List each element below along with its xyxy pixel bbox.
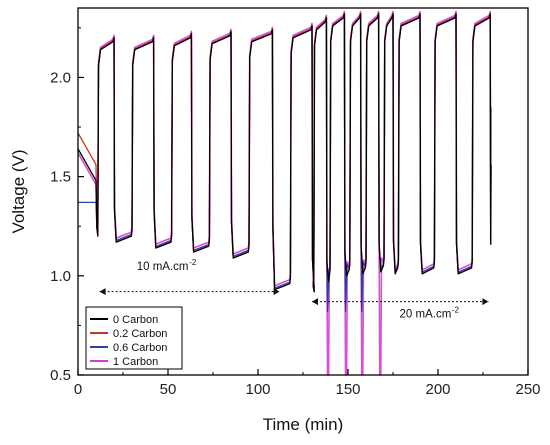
series-line-0-carbon [77, 13, 492, 293]
legend-label: 0 Carbon [113, 314, 158, 326]
annotation-label: 20 mA.cm [400, 308, 452, 320]
annotation-arrowhead-right [273, 288, 280, 296]
series-line-0-2-carbon [77, 12, 492, 293]
annotation-arrowhead-left [99, 288, 106, 296]
series-group [77, 10, 492, 376]
legend-label: 0.2 Carbon [113, 328, 167, 340]
x-tick-label: 200 [425, 381, 450, 398]
legend-label: 1 Carbon [113, 356, 158, 368]
annotation-arrowhead-right [482, 298, 489, 306]
annotation-superscript: -2 [452, 305, 460, 314]
y-tick-label: 0.5 [50, 367, 71, 384]
y-tick-label: 2.0 [50, 69, 71, 86]
x-axis-title: Time (min) [263, 415, 344, 434]
legend: 0 Carbon 0.2 Carbon 0.6 Carbon 1 Carbon [85, 306, 183, 370]
x-tick-label: 0 [74, 381, 82, 398]
x-tick-label: 100 [245, 381, 270, 398]
legend-box [85, 306, 183, 370]
x-axis: 0 50 100 150 200 250 [74, 369, 541, 398]
y-axis: 0.5 1.0 1.5 2.0 [50, 27, 84, 384]
x-tick-label: 250 [515, 381, 540, 398]
y-axis-title: Voltage (V) [9, 149, 28, 233]
annotations: 10 mA.cm -220 mA.cm -2 [99, 258, 489, 320]
x-tick-label: 50 [160, 381, 177, 398]
annotation-superscript: -2 [189, 258, 197, 267]
x-tick-label: 150 [335, 381, 360, 398]
legend-label: 0.6 Carbon [113, 342, 167, 354]
annotation-label: 10 mA.cm [137, 261, 189, 273]
y-tick-label: 1.0 [50, 268, 71, 285]
y-tick-label: 1.5 [50, 169, 71, 186]
annotation-arrowhead-left [312, 298, 318, 306]
